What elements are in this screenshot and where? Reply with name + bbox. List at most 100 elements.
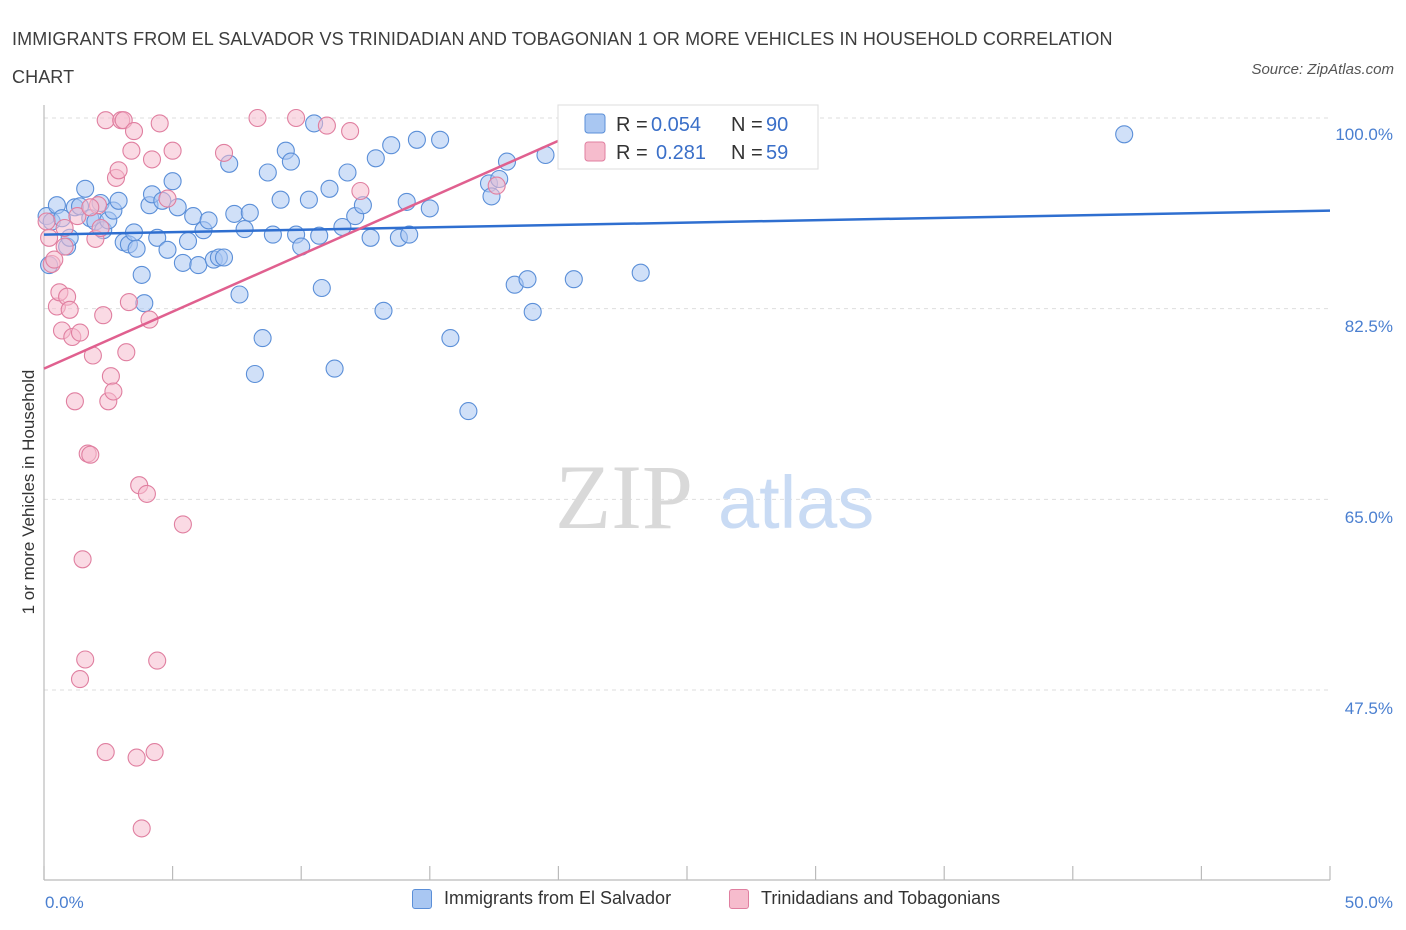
legend-n-label: N = [731,114,763,136]
data-point-el-salvador [178,232,198,251]
data-point-trinidad [127,748,146,767]
chart-title: IMMIGRANTS FROM EL SALVADOR VS TRINIDADI… [12,29,1113,87]
data-point-el-salvador [258,163,277,182]
data-point-el-salvador [338,163,357,182]
data-point-trinidad [124,122,144,141]
data-point-trinidad [96,111,115,130]
data-point-trinidad [148,651,167,670]
data-point-trinidad [142,150,162,169]
grid [44,117,1330,691]
data-point-trinidad [70,323,90,342]
legend-r-value: 0.054 [651,114,701,136]
data-point-trinidad [101,367,120,386]
data-point-trinidad [145,743,164,762]
data-point-trinidad [60,300,79,319]
y-tick-label: 65.0% [1345,508,1393,527]
legend-swatch-blue [412,888,432,909]
watermark-zip: ZIP [555,446,693,548]
data-point-trinidad [287,108,306,128]
x-tick-label-min: 0.0% [45,893,84,912]
series-trinidad-points [37,108,630,838]
data-point-el-salvador [281,152,300,171]
data-point-trinidad [248,108,267,128]
data-point-trinidad [214,143,234,162]
data-point-el-salvador [240,203,259,222]
trend-line-el-salvador [43,209,1331,236]
legend-r-label: R = [616,114,648,136]
data-point-trinidad [173,515,192,534]
data-point-el-salvador [400,225,419,244]
data-point-el-salvador [631,263,650,282]
data-point-el-salvador [271,190,290,209]
data-point-el-salvador [407,130,426,149]
legend-item-el-salvador: Immigrants from El Salvador [412,888,671,909]
data-point-el-salvador [1115,125,1134,144]
data-point-trinidad [104,382,123,401]
legend-swatch-pink [584,141,606,162]
data-point-el-salvador [253,329,272,348]
data-point-trinidad [109,161,128,180]
data-point-el-salvador [214,248,234,267]
legend-n-label: N = [731,142,763,164]
data-point-el-salvador [420,199,439,218]
data-point-el-salvador [76,179,95,198]
data-point-trinidad [70,670,90,689]
data-point-trinidad [341,122,360,141]
legend-r-value: 0.281 [656,142,706,164]
x-axis-ticks [43,866,1331,880]
data-point-el-salvador [109,191,128,210]
data-point-trinidad [94,306,113,325]
data-point-el-salvador [325,359,344,378]
legend-n-value: 59 [766,142,788,164]
data-point-el-salvador [366,149,385,168]
data-point-el-salvador [523,302,542,321]
data-point-el-salvador [382,136,401,155]
data-point-el-salvador [518,270,537,289]
data-point-trinidad [487,176,506,195]
watermark-atlas: atlas [718,461,874,544]
data-point-el-salvador [189,256,208,275]
y-tick-labels: 100.0% 82.5% 65.0% 47.5% [1335,125,1393,718]
data-point-el-salvador [163,172,182,191]
data-point-trinidad [163,141,182,160]
legend-n-value: 90 [766,114,788,136]
data-point-trinidad [158,189,177,208]
data-point-trinidad [40,228,59,247]
bottom-legend: Immigrants from El Salvador Trinidadians… [0,888,1406,918]
data-point-trinidad [76,650,95,669]
data-point-trinidad [150,114,169,133]
data-point-el-salvador [564,270,583,289]
legend-swatch-pink [729,888,749,909]
data-point-el-salvador [132,265,151,284]
data-point-trinidad [132,819,151,838]
data-point-trinidad [137,484,156,503]
data-point-trinidad [119,293,138,312]
data-point-trinidad [55,218,74,238]
data-point-trinidad [65,392,84,411]
legend-label: Immigrants from El Salvador [444,888,672,908]
data-point-trinidad [37,212,56,231]
data-point-el-salvador [225,204,244,223]
data-point-trinidad [317,116,336,135]
data-point-trinidad [81,445,100,464]
data-point-el-salvador [320,179,339,198]
data-point-trinidad [45,250,64,269]
data-point-el-salvador [158,240,177,259]
x-tick-label-max: 50.0% [1345,893,1393,912]
data-point-el-salvador [230,285,249,304]
trend-line-trinidad [43,116,611,370]
data-point-trinidad [351,181,370,201]
data-point-el-salvador [235,220,254,239]
data-point-trinidad [117,343,136,362]
data-point-el-salvador [299,190,318,209]
legend-swatch-blue [584,113,606,134]
data-point-trinidad [81,198,100,217]
y-tick-label: 82.5% [1345,317,1393,336]
data-point-el-salvador [312,278,331,298]
legend-r-label: R = [616,142,648,164]
data-point-el-salvador [184,207,203,226]
data-point-el-salvador [431,130,450,149]
data-point-el-salvador [310,226,329,245]
data-point-trinidad [73,550,92,569]
